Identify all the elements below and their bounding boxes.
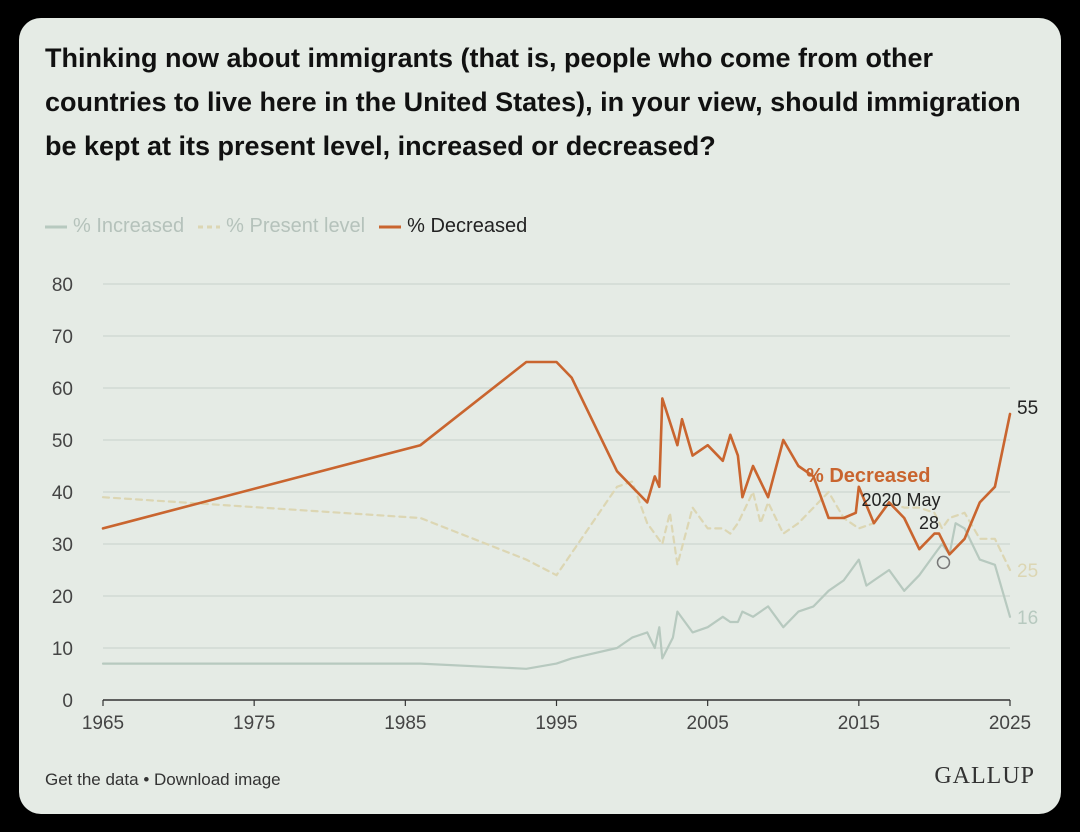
line-chart: 0 10 20 30 40 50 60 70 80 1965 1975 1985 1995 2005 201… <box>52 275 1038 734</box>
y-tick-label-40: 40 <box>52 483 73 504</box>
y-tick-label-60: 60 <box>52 379 73 400</box>
end-label-increased: 16 <box>1017 608 1038 629</box>
annotation-label-value: 28 <box>919 513 939 533</box>
legend-item-present-level[interactable]: % Present level <box>198 215 365 238</box>
footer-separator: • <box>143 770 150 789</box>
x-tick-label-1995: 1995 <box>535 713 577 734</box>
legend-label-present-level: % Present level <box>226 215 366 237</box>
x-tick-label-1985: 1985 <box>384 713 426 734</box>
get-data-link[interactable]: Get the data <box>45 770 139 789</box>
y-tick-label-70: 70 <box>52 327 73 348</box>
download-image-link[interactable]: Download image <box>154 770 281 789</box>
legend-swatch-increased <box>45 225 67 228</box>
legend-label-decreased: % Decreased <box>407 215 528 237</box>
series-line-decreased <box>101 360 1012 556</box>
gallup-logo: GALLUP <box>934 763 1035 789</box>
legend-swatch-present-level <box>198 225 221 228</box>
y-tick-label-0: 0 <box>62 691 73 712</box>
annotation-label-date: 2020 May <box>861 490 940 510</box>
legend-label-increased: % Increased <box>73 215 185 237</box>
x-tick-label-2025: 2025 <box>989 713 1031 734</box>
x-tick-label-1975: 1975 <box>233 713 275 734</box>
y-tick-label-10: 10 <box>52 639 73 660</box>
y-tick-label-80: 80 <box>52 275 73 296</box>
y-tick-label-30: 30 <box>52 535 73 556</box>
y-tick-label-50: 50 <box>52 431 73 452</box>
chart-card: Thinking now about immigrants (that is, … <box>19 18 1061 814</box>
series-line-increased <box>101 522 1012 670</box>
footer-links: Get the data • Download image <box>45 770 281 790</box>
annotation-marker <box>936 555 951 570</box>
inline-label-decreased: % Decreased <box>806 465 931 487</box>
legend-item-increased[interactable]: % Increased <box>45 215 184 238</box>
end-label-present-level: 25 <box>1017 561 1038 582</box>
x-tick-label-2015: 2015 <box>838 713 880 734</box>
end-label-decreased: 55 <box>1017 398 1038 419</box>
x-tick-label-2005: 2005 <box>687 713 729 734</box>
legend-swatch-decreased <box>379 225 402 228</box>
x-tick-label-1965: 1965 <box>82 713 124 734</box>
legend-item-decreased[interactable]: % Decreased <box>379 215 527 238</box>
series-line-present-level <box>101 480 1012 577</box>
chart-title: Thinking now about immigrants (that is, … <box>45 43 1021 161</box>
legend: % Increased % Present level % Decreased <box>45 215 541 238</box>
y-tick-label-20: 20 <box>52 587 73 608</box>
